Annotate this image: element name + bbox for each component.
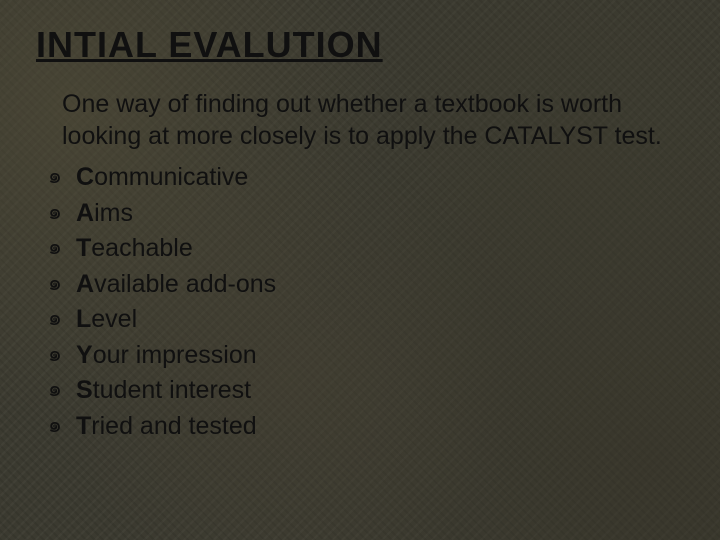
list-item: ๑Teachable bbox=[48, 231, 690, 267]
acronym-letter: Y bbox=[76, 341, 93, 369]
catalyst-list: ๑ Communicative๑Aims๑Teachable๑Available… bbox=[48, 160, 690, 444]
list-item: ๑Tried and tested bbox=[48, 409, 690, 445]
bullet-icon: ๑ bbox=[48, 231, 62, 262]
item-text: ims bbox=[94, 199, 133, 227]
item-text: ried and tested bbox=[91, 412, 256, 440]
list-item: ๑Your impression bbox=[48, 338, 690, 374]
item-text: tudent interest bbox=[93, 376, 251, 404]
list-item: ๑Student interest bbox=[48, 373, 690, 409]
bullet-icon: ๑ bbox=[48, 302, 62, 333]
acronym-letter: C bbox=[76, 163, 94, 191]
item-text: eachable bbox=[91, 234, 192, 262]
slide-title: INTIAL EVALUTION bbox=[36, 24, 690, 66]
intro-paragraph: One way of finding out whether a textboo… bbox=[62, 88, 682, 152]
bullet-icon: ๑ bbox=[48, 409, 62, 440]
item-text: our impression bbox=[93, 341, 257, 369]
list-item: ๑Available add-ons bbox=[48, 267, 690, 303]
bullet-icon: ๑ bbox=[48, 267, 62, 298]
acronym-letter: L bbox=[76, 305, 91, 333]
list-item: ๑Level bbox=[48, 302, 690, 338]
item-text: evel bbox=[91, 305, 137, 333]
bullet-icon: ๑ bbox=[48, 373, 62, 404]
slide: INTIAL EVALUTION One way of finding out … bbox=[0, 0, 720, 540]
item-text: vailable add-ons bbox=[94, 270, 276, 298]
acronym-letter: A bbox=[76, 199, 94, 227]
acronym-letter: S bbox=[76, 376, 93, 404]
item-text: ommunicative bbox=[94, 163, 248, 191]
bullet-icon: ๑ bbox=[48, 338, 62, 369]
acronym-letter: A bbox=[76, 270, 94, 298]
list-item: ๑ Communicative bbox=[48, 160, 690, 196]
list-item: ๑Aims bbox=[48, 196, 690, 232]
acronym-letter: T bbox=[76, 412, 91, 440]
acronym-letter: T bbox=[76, 234, 91, 262]
bullet-icon: ๑ bbox=[48, 160, 62, 191]
bullet-icon: ๑ bbox=[48, 196, 62, 227]
